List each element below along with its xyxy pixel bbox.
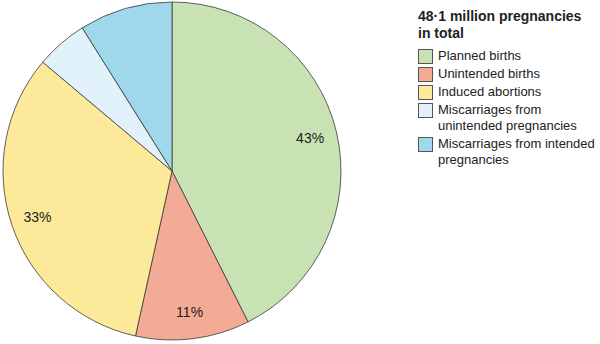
html-text:Planned births: Planned births <box>438 48 522 63</box>
html-text:Unintended births: Unintended births <box>438 66 540 81</box>
html-text:Miscarriages from intended pre: Miscarriages from intended pregnancies <box>438 136 595 167</box>
html-text:Miscarriages from unintended p: Miscarriages from unintended pregnancies <box>438 102 577 133</box>
svg-text:11%: 11% <box>176 304 203 320</box>
svg-text:33%: 33% <box>24 209 52 225</box>
html-text:48·1 million pregnancies in to: 48·1 million pregnancies in total <box>418 8 582 41</box>
svg-text:43%: 43% <box>296 130 324 146</box>
html-text:Induced abortions: Induced abortions <box>438 84 542 99</box>
